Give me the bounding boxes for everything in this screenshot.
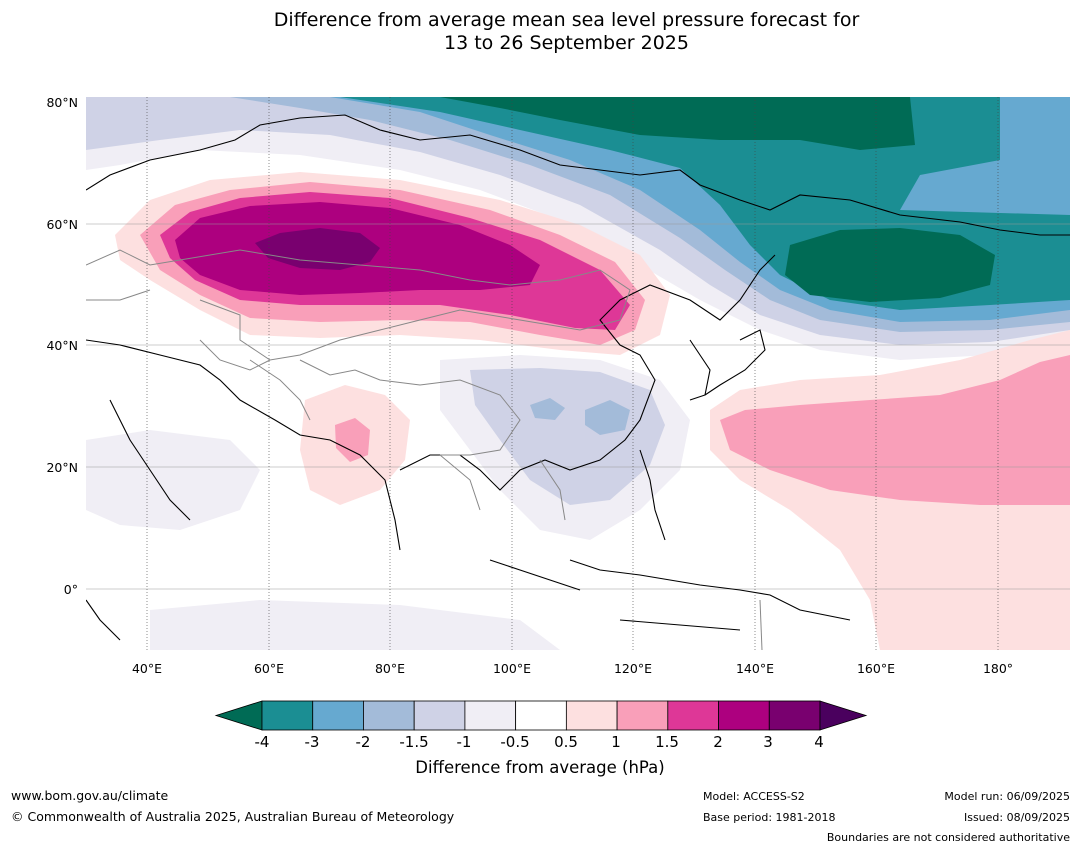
meridians xyxy=(146,97,999,650)
base-period-text: Base period: 1981-2018 xyxy=(703,811,836,824)
lat-label-0: 0° xyxy=(63,582,78,597)
lon-label-40e: 40°E xyxy=(131,661,163,676)
model-text: Model: ACCESS-S2 xyxy=(703,790,805,803)
anomaly-field xyxy=(86,97,1070,650)
lat-label-40n: 40°N xyxy=(46,338,78,353)
lon-label-160e: 160°E xyxy=(856,661,895,676)
title-line-2: 13 to 26 September 2025 xyxy=(444,32,689,54)
lon-label-140e: 140°E xyxy=(735,661,774,676)
contour-neg-west xyxy=(86,430,260,530)
colorbar-segment xyxy=(768,700,821,731)
colorbar-tick: -0.5 xyxy=(500,733,530,751)
colorbar-segment xyxy=(464,700,517,731)
lon-label-60e: 60°E xyxy=(253,661,285,676)
coastlines xyxy=(86,114,1070,641)
lat-label-80n: 80°N xyxy=(46,95,78,110)
contour-neg-4 xyxy=(440,97,915,150)
colorbar-extend-low xyxy=(214,700,263,731)
contour-neg-4b xyxy=(785,228,995,302)
colorbar-segment xyxy=(413,700,466,731)
chart-title: Difference from average mean sea level p… xyxy=(0,9,1081,55)
disclaimer-text: Boundaries are not considered authoritat… xyxy=(826,831,1070,844)
contour-neg-china-1 xyxy=(470,368,665,505)
lat-label-20n: 20°N xyxy=(46,460,78,475)
contour-neg-south xyxy=(150,600,560,650)
colorbar-tick: -4 xyxy=(254,733,270,751)
colorbar-segment xyxy=(718,700,770,731)
colorbar-segment xyxy=(261,700,314,731)
colorbar-tick: -2 xyxy=(355,733,371,751)
colorbar-tick: 0.5 xyxy=(554,733,578,751)
colorbar-tick: -3 xyxy=(304,733,320,751)
lon-label-100e: 100°E xyxy=(492,661,531,676)
issued-text: Issued: 08/09/2025 xyxy=(963,811,1070,824)
colorbar-tick: 1 xyxy=(611,733,621,751)
country-borders xyxy=(86,249,763,650)
contour-pos-pacific-1 xyxy=(720,355,1070,505)
model-run-text: Model run: 06/09/2025 xyxy=(944,790,1070,803)
website-link[interactable]: www.bom.gov.au/climate xyxy=(11,788,169,803)
contour-pos-india-1 xyxy=(335,418,370,462)
title-line-1: Difference from average mean sea level p… xyxy=(273,9,860,31)
lon-label-80e: 80°E xyxy=(374,661,406,676)
colorbar-segments xyxy=(214,700,868,731)
contour-neg-china-1.5 xyxy=(530,398,630,435)
colorbar-segment xyxy=(667,700,719,731)
colorbar-segment xyxy=(363,700,415,731)
colorbar-label: Difference from average (hPa) xyxy=(415,758,665,777)
lon-label-120e: 120°E xyxy=(613,661,652,676)
lon-label-180: 180° xyxy=(982,661,1014,676)
colorbar-segment xyxy=(312,700,364,731)
colorbar-extend-high xyxy=(819,700,868,731)
colorbar-segment xyxy=(515,700,567,731)
colorbar-tick: 2 xyxy=(713,733,723,751)
colorbar-tick: -1 xyxy=(456,733,472,751)
colorbar-tick: 1.5 xyxy=(655,733,679,751)
colorbar-tick: -1.5 xyxy=(399,733,429,751)
lat-label-60n: 60°N xyxy=(46,217,78,232)
colorbar-segment xyxy=(565,700,618,731)
colorbar-tick: 3 xyxy=(763,733,773,751)
contour-pos-3 xyxy=(255,228,380,270)
copyright-text: © Commonwealth of Australia 2025, Austra… xyxy=(11,809,455,824)
colorbar-segment xyxy=(616,700,669,731)
colorbar-tick: 4 xyxy=(814,733,824,751)
